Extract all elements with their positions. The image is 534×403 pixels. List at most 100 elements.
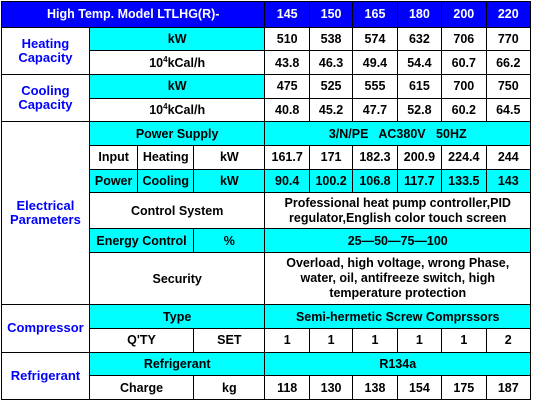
- qty-unit: SET: [194, 328, 265, 352]
- qty-value: 1: [265, 328, 309, 352]
- qty-value: 1: [309, 328, 353, 352]
- input-kw-unit: kW: [194, 145, 265, 169]
- header-row: High Temp. Model LTLHG(R)- 145 150 165 1…: [2, 2, 530, 27]
- compressor-type-label: Type: [89, 305, 265, 328]
- cooling-kcal-value: 64.5: [486, 98, 530, 122]
- compressor-type-row: Compressor Type Semi-hermetic Screw Comp…: [2, 305, 530, 352]
- cooling-kcal-value: 60.2: [442, 98, 486, 122]
- qty-label: Q'TY: [89, 328, 194, 352]
- compressor-type-value: Semi-hermetic Screw Comprssors: [265, 305, 530, 328]
- heating-power-value: 161.7: [265, 145, 309, 169]
- charge-value: 187: [486, 376, 530, 399]
- cooling-kw-value: 475: [265, 74, 309, 98]
- charge-value: 138: [353, 376, 397, 399]
- heating-kcal-value: 66.2: [486, 51, 530, 74]
- heating-kw-unit: kW: [89, 27, 265, 51]
- charge-value: 118: [265, 376, 309, 399]
- cooling-power-value: 143: [486, 169, 530, 193]
- heating-kw-value: 538: [309, 27, 353, 51]
- cooling-kw-value: 750: [486, 74, 530, 98]
- model-180: 180: [397, 2, 442, 27]
- security-label: Security: [89, 252, 265, 305]
- heating-power-value: 244: [486, 145, 530, 169]
- refrigerant-section-label: Refrigerant: [2, 352, 89, 399]
- power-cooling-row: Power Cooling kW 90.4 100.2 106.8 117.7 …: [2, 169, 530, 193]
- qty-value: 1: [442, 328, 486, 352]
- heating-label: Heating: [138, 145, 194, 169]
- heating-capacity-label: Heating Capacity: [2, 27, 89, 74]
- charge-row: Charge kg 118 130 138 154 175 187: [2, 376, 530, 399]
- heating-kw-value: 770: [486, 27, 530, 51]
- heating-power-value: 171: [309, 145, 353, 169]
- control-system-row: Control System Professional heat pump co…: [2, 193, 530, 229]
- power-label: Power: [89, 169, 138, 193]
- cooling-kw-value: 555: [353, 74, 397, 98]
- qty-value: 2: [486, 328, 530, 352]
- compressor-qty-row: Q'TY SET 1 1 1 1 1 2: [2, 328, 530, 352]
- cooling-capacity-label: Cooling Capacity: [2, 74, 89, 122]
- model-145: 145: [265, 2, 309, 27]
- energy-control-row: Energy Control % 25—50—75—100: [2, 229, 530, 252]
- heating-kcal-unit: 104kCal/h: [89, 51, 265, 74]
- refrigerant-label: Refrigerant: [89, 352, 265, 376]
- cooling-power-value: 100.2: [309, 169, 353, 193]
- power-supply-label: Power Supply: [89, 122, 265, 145]
- heating-kw-value: 706: [442, 27, 486, 51]
- charge-value: 154: [397, 376, 442, 399]
- heating-kcal-row: 104kCal/h 43.8 46.3 49.4 54.4 60.7 66.2: [2, 51, 530, 74]
- kcal-unit-exponent: 4: [163, 101, 168, 111]
- cooling-kw-value: 525: [309, 74, 353, 98]
- cooling-kcal-unit: 104kCal/h: [89, 98, 265, 122]
- charge-value: 175: [442, 376, 486, 399]
- cooling-label: Cooling: [138, 169, 194, 193]
- heating-kw-value: 574: [353, 27, 397, 51]
- heating-kcal-value: 46.3: [309, 51, 353, 74]
- cooling-power-value: 133.5: [442, 169, 486, 193]
- charge-label: Charge: [89, 376, 194, 399]
- model-165: 165: [353, 2, 397, 27]
- heating-kcal-value: 49.4: [353, 51, 397, 74]
- cooling-power-value: 117.7: [397, 169, 442, 193]
- heating-kcal-value: 43.8: [265, 51, 309, 74]
- kcal-unit-rest: kCal/h: [167, 102, 206, 117]
- heating-power-value: 182.3: [353, 145, 397, 169]
- cooling-kw-row: Cooling Capacity kW 475 525 555 615 700 …: [2, 74, 530, 122]
- cooling-power-value: 90.4: [265, 169, 309, 193]
- charge-value: 130: [309, 376, 353, 399]
- refrigerant-value: R134a: [265, 352, 530, 376]
- energy-control-unit: %: [194, 229, 265, 252]
- kcal-unit-base: 10: [149, 102, 164, 117]
- model-150: 150: [309, 2, 353, 27]
- security-row: Security Overload, high voltage, wrong P…: [2, 252, 530, 305]
- kcal-unit-exponent: 4: [163, 54, 168, 64]
- qty-value: 1: [397, 328, 442, 352]
- cooling-kw-value: 700: [442, 74, 486, 98]
- power-supply-row: Electrical Parameters Power Supply 3/N/P…: [2, 122, 530, 305]
- energy-control-value: 25—50—75—100: [265, 229, 530, 252]
- cooling-kw-unit: kW: [89, 74, 265, 98]
- input-heating-row: Input Heating kW 161.7 171 182.3 200.9 2…: [2, 145, 530, 169]
- cooling-kw-value: 615: [397, 74, 442, 98]
- heating-kcal-value: 60.7: [442, 51, 486, 74]
- compressor-label: Compressor: [2, 305, 89, 352]
- heating-kw-value: 632: [397, 27, 442, 51]
- security-value: Overload, high voltage, wrong Phase, wat…: [265, 252, 530, 305]
- electrical-parameters-label: Electrical Parameters: [2, 122, 89, 305]
- cooling-kcal-value: 45.2: [309, 98, 353, 122]
- cooling-kcal-value: 40.8: [265, 98, 309, 122]
- refrigerant-row: Refrigerant Refrigerant R134a: [2, 352, 530, 399]
- model-200: 200: [442, 2, 486, 27]
- energy-control-label: Energy Control: [89, 229, 194, 252]
- cooling-kcal-row: 104kCal/h 40.8 45.2 47.7 52.8 60.2 64.5: [2, 98, 530, 122]
- cooling-kcal-value: 52.8: [397, 98, 442, 122]
- heating-power-value: 200.9: [397, 145, 442, 169]
- control-system-value: Professional heat pump controller,PID re…: [265, 193, 530, 229]
- charge-unit: kg: [194, 376, 265, 399]
- cooling-power-value: 106.8: [353, 169, 397, 193]
- power-supply-value: 3/N/PE AC380V 50HZ: [265, 122, 530, 145]
- power-kw-unit: kW: [194, 169, 265, 193]
- cooling-kcal-value: 47.7: [353, 98, 397, 122]
- input-label: Input: [89, 145, 138, 169]
- heating-kcal-value: 54.4: [397, 51, 442, 74]
